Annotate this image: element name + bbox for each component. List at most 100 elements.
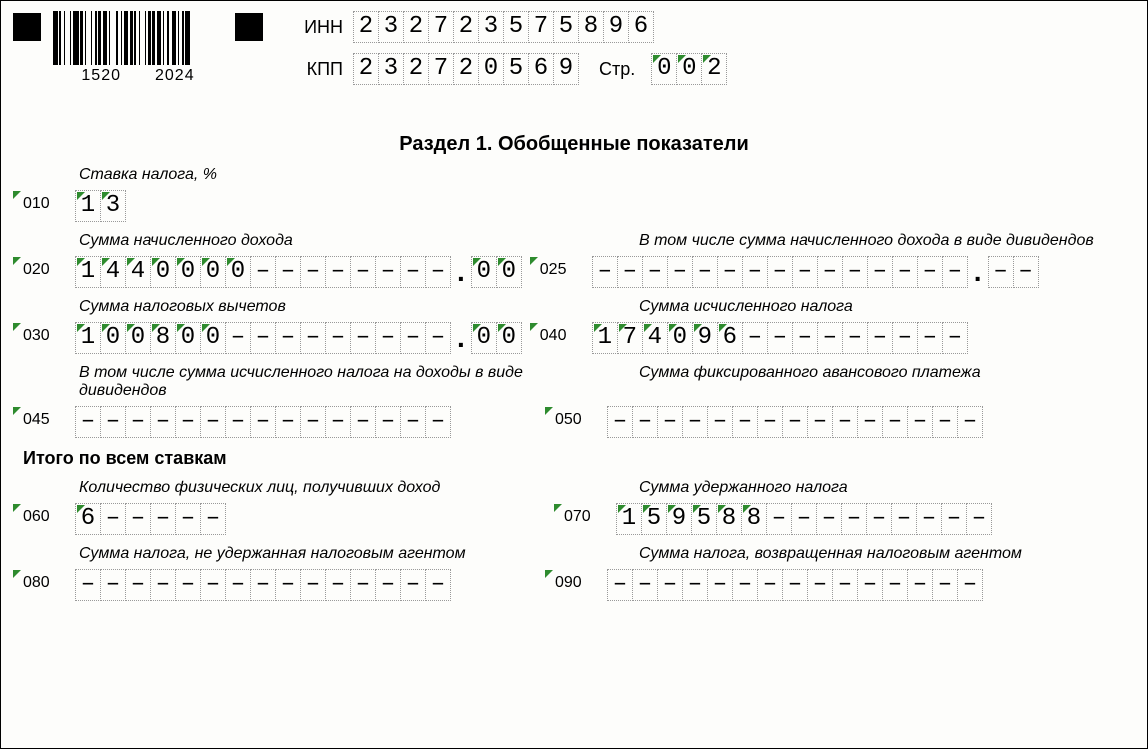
- cell: 2: [353, 53, 379, 85]
- cell: –: [916, 503, 942, 535]
- code-070: 070: [560, 504, 600, 534]
- cell: –: [425, 406, 451, 438]
- cell: –: [150, 503, 176, 535]
- cell: –: [125, 406, 151, 438]
- cell: 3: [478, 11, 504, 43]
- cell: –: [657, 406, 683, 438]
- row-060-070: 060 6––––– 070 159588–––––––––: [19, 503, 1129, 535]
- labels-080-090: Сумма налога, не удержанная налоговым аг…: [19, 539, 1129, 569]
- cell: –: [857, 569, 883, 601]
- cell: –: [225, 322, 251, 354]
- cell: –: [250, 322, 276, 354]
- cell: –: [400, 322, 426, 354]
- cell: 0: [150, 256, 176, 288]
- dot-025: .: [974, 257, 982, 287]
- cell: –: [942, 322, 968, 354]
- cell: –: [350, 406, 376, 438]
- cell: –: [250, 256, 276, 288]
- cell: –: [75, 569, 101, 601]
- cell: 9: [603, 11, 629, 43]
- cell: –: [842, 256, 868, 288]
- cell: –: [607, 569, 633, 601]
- cell: –: [966, 503, 992, 535]
- field-060: 6–––––: [75, 503, 226, 535]
- inn-cells: 232723575896: [353, 11, 654, 43]
- label-deductions: Сумма налоговых вычетов: [79, 298, 579, 316]
- cell: –: [782, 406, 808, 438]
- cell: –: [988, 256, 1014, 288]
- cell: –: [175, 569, 201, 601]
- cell: –: [425, 569, 451, 601]
- code-020: 020: [19, 257, 59, 287]
- cell: 0: [496, 256, 522, 288]
- cell: 7: [428, 11, 454, 43]
- cell: –: [767, 322, 793, 354]
- cell: 0: [100, 322, 126, 354]
- cell: –: [375, 569, 401, 601]
- cell: –: [400, 569, 426, 601]
- cell: 9: [692, 322, 718, 354]
- cell: 4: [100, 256, 126, 288]
- row-030-040: 030 100800––––––––– . 00 040 174096–––––…: [19, 322, 1129, 354]
- cell: –: [832, 406, 858, 438]
- cell: –: [942, 256, 968, 288]
- cell: –: [200, 569, 226, 601]
- cell: –: [400, 256, 426, 288]
- code-010: 010: [19, 191, 59, 221]
- cell: –: [732, 406, 758, 438]
- cell: –: [891, 503, 917, 535]
- cell: 0: [471, 322, 497, 354]
- cell: –: [792, 256, 818, 288]
- cell: 6: [628, 11, 654, 43]
- cell: –: [932, 569, 958, 601]
- cell: –: [882, 406, 908, 438]
- cell: 8: [578, 11, 604, 43]
- cell: 6: [528, 53, 554, 85]
- cell: –: [632, 569, 658, 601]
- field-010: 13: [75, 190, 126, 222]
- label-income: Сумма начисленного дохода: [79, 232, 579, 250]
- cell: 5: [503, 11, 529, 43]
- cell: –: [907, 569, 933, 601]
- cell: –: [175, 503, 201, 535]
- cell: –: [250, 406, 276, 438]
- cell: –: [707, 569, 733, 601]
- tax-form-page: 1520 2024 ИНН 232723575896 КПП 232720569…: [0, 0, 1148, 749]
- cell: –: [657, 569, 683, 601]
- label-advance: Сумма фиксированного авансового платежа: [639, 364, 1129, 382]
- cell: –: [325, 256, 351, 288]
- field-090: –––––––––––––––: [607, 569, 983, 601]
- label-tax-returned: Сумма налога, возвращенная налоговым аге…: [639, 545, 1129, 563]
- cell: –: [175, 406, 201, 438]
- cell: 9: [553, 53, 579, 85]
- row-080-090: 080 ––––––––––––––– 090 –––––––––––––––: [19, 569, 1129, 601]
- label-income-div: В том числе сумма начисленного дохода в …: [639, 232, 1129, 250]
- cell: –: [275, 569, 301, 601]
- cell: –: [707, 406, 733, 438]
- cell: –: [782, 569, 808, 601]
- form-area: Ставка налога, % 010 13 Сумма начисленно…: [13, 166, 1135, 601]
- cell: 1: [592, 322, 618, 354]
- header-row: 1520 2024 ИНН 232723575896 КПП 232720569…: [13, 9, 1135, 95]
- cell: –: [892, 256, 918, 288]
- cell: 6: [717, 322, 743, 354]
- barcode-num-1: 1520: [81, 67, 121, 85]
- cell: 0: [478, 53, 504, 85]
- cell: –: [275, 322, 301, 354]
- cell: 8: [741, 503, 767, 535]
- cell: –: [607, 406, 633, 438]
- field-040: 174096–––––––––: [592, 322, 968, 354]
- cell: –: [350, 322, 376, 354]
- cell: –: [150, 406, 176, 438]
- label-tax-not-withheld: Сумма налога, не удержанная налоговым аг…: [79, 545, 579, 563]
- cell: –: [816, 503, 842, 535]
- code-090: 090: [551, 570, 591, 600]
- cell: –: [841, 503, 867, 535]
- cell: –: [350, 569, 376, 601]
- marker-left: [13, 13, 41, 41]
- section-title: Раздел 1. Обобщенные показатели: [13, 133, 1135, 156]
- cell: –: [757, 406, 783, 438]
- cell: –: [867, 256, 893, 288]
- cell: 5: [553, 11, 579, 43]
- cell: 0: [175, 322, 201, 354]
